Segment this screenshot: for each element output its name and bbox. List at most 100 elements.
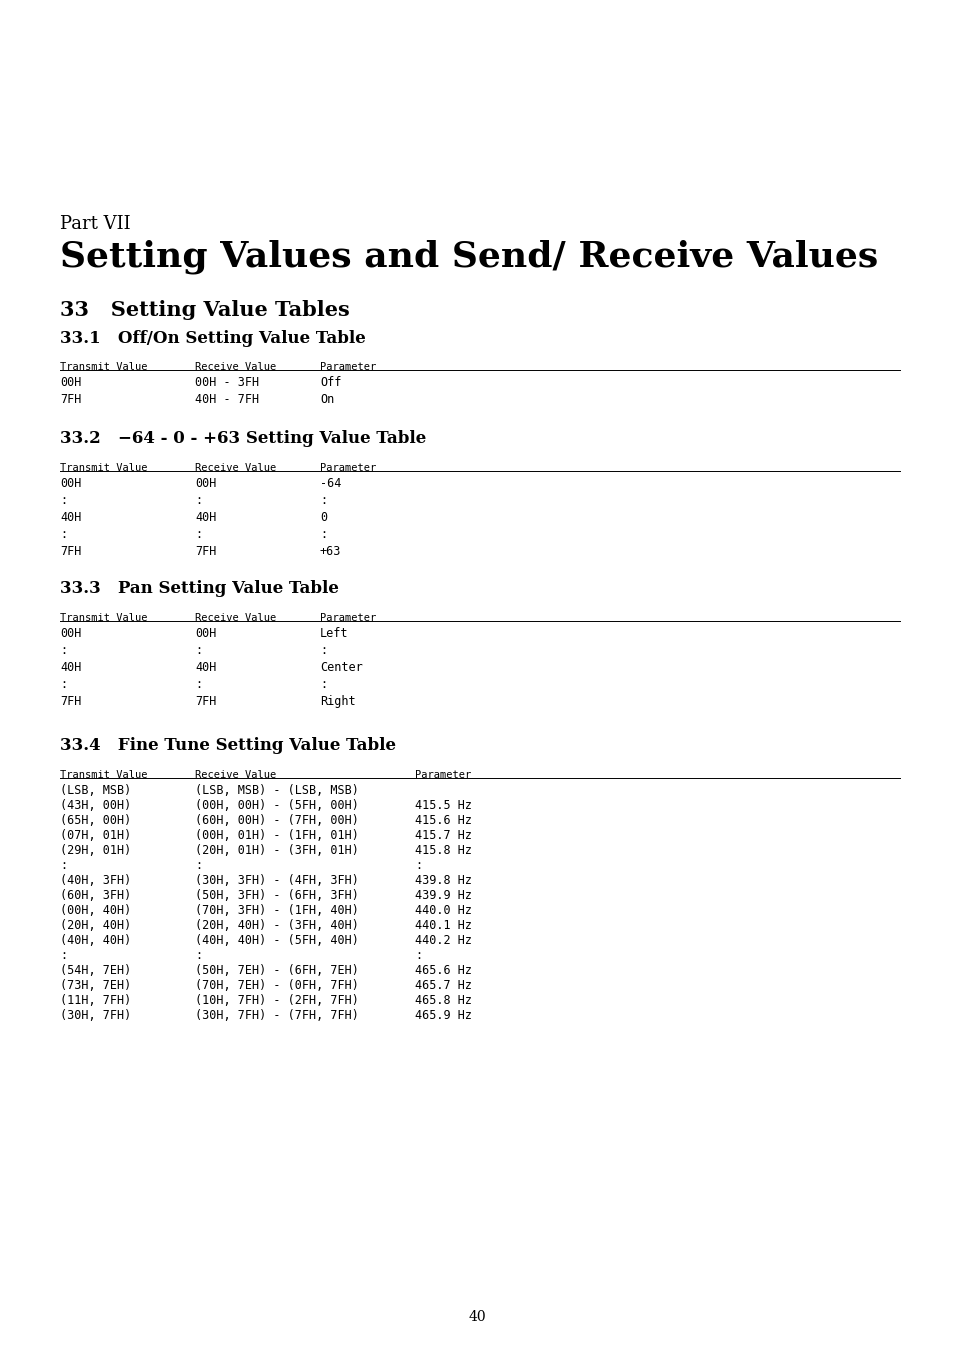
Text: Receive Value: Receive Value — [194, 769, 276, 780]
Text: 415.6 Hz: 415.6 Hz — [415, 814, 472, 828]
Text: (30H, 3FH) - (4FH, 3FH): (30H, 3FH) - (4FH, 3FH) — [194, 873, 358, 887]
Text: (20H, 40H) - (3FH, 40H): (20H, 40H) - (3FH, 40H) — [194, 919, 358, 931]
Text: :: : — [60, 644, 67, 657]
Text: (07H, 01H): (07H, 01H) — [60, 829, 132, 842]
Text: (11H, 7FH): (11H, 7FH) — [60, 994, 132, 1007]
Text: (00H, 01H) - (1FH, 01H): (00H, 01H) - (1FH, 01H) — [194, 829, 358, 842]
Text: 00H: 00H — [60, 477, 81, 490]
Text: (70H, 7EH) - (0FH, 7FH): (70H, 7EH) - (0FH, 7FH) — [194, 979, 358, 992]
Text: Setting Values and Send/ Receive Values: Setting Values and Send/ Receive Values — [60, 240, 878, 274]
Text: Transmit Value: Transmit Value — [60, 613, 148, 622]
Text: Transmit Value: Transmit Value — [60, 362, 148, 373]
Text: (40H, 3FH): (40H, 3FH) — [60, 873, 132, 887]
Text: Parameter: Parameter — [319, 613, 375, 622]
Text: (50H, 3FH) - (6FH, 3FH): (50H, 3FH) - (6FH, 3FH) — [194, 890, 358, 902]
Text: (40H, 40H) - (5FH, 40H): (40H, 40H) - (5FH, 40H) — [194, 934, 358, 946]
Text: 00H: 00H — [60, 377, 81, 389]
Text: (73H, 7EH): (73H, 7EH) — [60, 979, 132, 992]
Text: :: : — [194, 644, 202, 657]
Text: :: : — [194, 949, 202, 963]
Text: :: : — [60, 949, 67, 963]
Text: 440.0 Hz: 440.0 Hz — [415, 904, 472, 917]
Text: 7FH: 7FH — [60, 695, 81, 707]
Text: Part VII: Part VII — [60, 215, 131, 234]
Text: (43H, 00H): (43H, 00H) — [60, 799, 132, 811]
Text: 40: 40 — [468, 1310, 485, 1324]
Text: 415.8 Hz: 415.8 Hz — [415, 844, 472, 857]
Text: Receive Value: Receive Value — [194, 362, 276, 373]
Text: (00H, 00H) - (5FH, 00H): (00H, 00H) - (5FH, 00H) — [194, 799, 358, 811]
Text: 465.9 Hz: 465.9 Hz — [415, 1008, 472, 1022]
Text: -64: -64 — [319, 477, 341, 490]
Text: 33.4   Fine Tune Setting Value Table: 33.4 Fine Tune Setting Value Table — [60, 737, 395, 755]
Text: 33.2   −64 - 0 - +63 Setting Value Table: 33.2 −64 - 0 - +63 Setting Value Table — [60, 431, 426, 447]
Text: 465.7 Hz: 465.7 Hz — [415, 979, 472, 992]
Text: 33.3   Pan Setting Value Table: 33.3 Pan Setting Value Table — [60, 580, 338, 597]
Text: :: : — [415, 859, 421, 872]
Text: :: : — [319, 494, 327, 508]
Text: (40H, 40H): (40H, 40H) — [60, 934, 132, 946]
Text: :: : — [194, 528, 202, 541]
Text: 465.6 Hz: 465.6 Hz — [415, 964, 472, 977]
Text: Transmit Value: Transmit Value — [60, 769, 148, 780]
Text: 415.7 Hz: 415.7 Hz — [415, 829, 472, 842]
Text: (20H, 01H) - (3FH, 01H): (20H, 01H) - (3FH, 01H) — [194, 844, 358, 857]
Text: 00H: 00H — [194, 477, 216, 490]
Text: (50H, 7EH) - (6FH, 7EH): (50H, 7EH) - (6FH, 7EH) — [194, 964, 358, 977]
Text: 40H: 40H — [60, 512, 81, 524]
Text: 439.9 Hz: 439.9 Hz — [415, 890, 472, 902]
Text: (30H, 7FH) - (7FH, 7FH): (30H, 7FH) - (7FH, 7FH) — [194, 1008, 358, 1022]
Text: On: On — [319, 393, 334, 406]
Text: 7FH: 7FH — [60, 393, 81, 406]
Text: :: : — [60, 678, 67, 691]
Text: :: : — [319, 528, 327, 541]
Text: :: : — [319, 678, 327, 691]
Text: (60H, 3FH): (60H, 3FH) — [60, 890, 132, 902]
Text: Left: Left — [319, 626, 348, 640]
Text: (60H, 00H) - (7FH, 00H): (60H, 00H) - (7FH, 00H) — [194, 814, 358, 828]
Text: Receive Value: Receive Value — [194, 463, 276, 472]
Text: +63: +63 — [319, 545, 341, 558]
Text: :: : — [415, 949, 421, 963]
Text: 7FH: 7FH — [194, 545, 216, 558]
Text: :: : — [60, 528, 67, 541]
Text: (29H, 01H): (29H, 01H) — [60, 844, 132, 857]
Text: :: : — [194, 859, 202, 872]
Text: Transmit Value: Transmit Value — [60, 463, 148, 472]
Text: 33   Setting Value Tables: 33 Setting Value Tables — [60, 300, 350, 320]
Text: (20H, 40H): (20H, 40H) — [60, 919, 132, 931]
Text: Center: Center — [319, 662, 362, 674]
Text: (10H, 7FH) - (2FH, 7FH): (10H, 7FH) - (2FH, 7FH) — [194, 994, 358, 1007]
Text: Right: Right — [319, 695, 355, 707]
Text: 7FH: 7FH — [60, 545, 81, 558]
Text: (LSB, MSB) - (LSB, MSB): (LSB, MSB) - (LSB, MSB) — [194, 784, 358, 796]
Text: Receive Value: Receive Value — [194, 613, 276, 622]
Text: 40H: 40H — [194, 662, 216, 674]
Text: (LSB, MSB): (LSB, MSB) — [60, 784, 132, 796]
Text: :: : — [319, 644, 327, 657]
Text: :: : — [60, 494, 67, 508]
Text: (00H, 40H): (00H, 40H) — [60, 904, 132, 917]
Text: (70H, 3FH) - (1FH, 40H): (70H, 3FH) - (1FH, 40H) — [194, 904, 358, 917]
Text: Parameter: Parameter — [319, 362, 375, 373]
Text: :: : — [194, 678, 202, 691]
Text: :: : — [194, 494, 202, 508]
Text: 7FH: 7FH — [194, 695, 216, 707]
Text: 439.8 Hz: 439.8 Hz — [415, 873, 472, 887]
Text: 40H: 40H — [194, 512, 216, 524]
Text: 40H - 7FH: 40H - 7FH — [194, 393, 259, 406]
Text: (54H, 7EH): (54H, 7EH) — [60, 964, 132, 977]
Text: Off: Off — [319, 377, 341, 389]
Text: Parameter: Parameter — [319, 463, 375, 472]
Text: 465.8 Hz: 465.8 Hz — [415, 994, 472, 1007]
Text: 415.5 Hz: 415.5 Hz — [415, 799, 472, 811]
Text: (65H, 00H): (65H, 00H) — [60, 814, 132, 828]
Text: 0: 0 — [319, 512, 327, 524]
Text: :: : — [60, 859, 67, 872]
Text: 00H: 00H — [194, 626, 216, 640]
Text: 00H: 00H — [60, 626, 81, 640]
Text: 440.1 Hz: 440.1 Hz — [415, 919, 472, 931]
Text: 00H - 3FH: 00H - 3FH — [194, 377, 259, 389]
Text: 440.2 Hz: 440.2 Hz — [415, 934, 472, 946]
Text: 33.1   Off/On Setting Value Table: 33.1 Off/On Setting Value Table — [60, 329, 365, 347]
